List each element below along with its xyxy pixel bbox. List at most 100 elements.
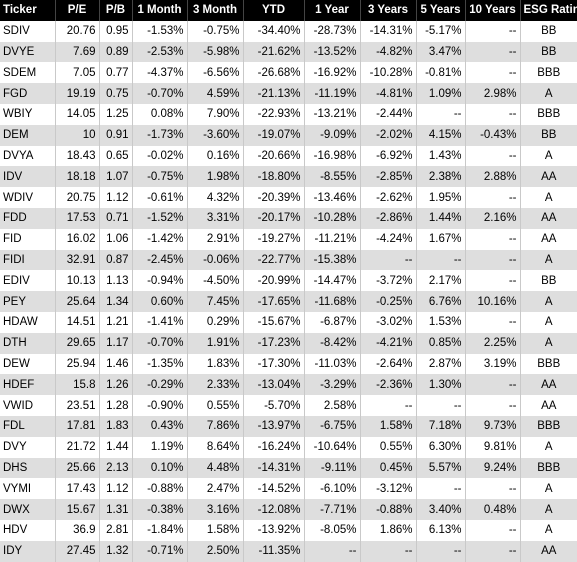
col-pe-cell: 17.81: [55, 415, 100, 437]
col-esg-rating-cell: AA: [520, 166, 577, 188]
col-ticker-header: Ticker: [0, 0, 56, 21]
col-pb-cell: 1.31: [99, 499, 133, 520]
col-5-years-cell: 1.43%: [416, 145, 466, 167]
table-row: DVYE 7.69 0.89 -2.53% -5.98% -21.62% -13.52% -4…: [0, 41, 577, 63]
table-row: DHS 25.66 2.13 0.10% 4.48% -14.31% -9.11% 0.45%…: [0, 457, 577, 479]
col-3-years-cell: -2.36%: [360, 374, 417, 396]
col-10-years-cell: 2.88%: [465, 166, 521, 188]
col-pe-cell: 7.69: [55, 41, 100, 63]
table-row: DEM 10 0.91 -1.73% -3.60% -19.07% -9.09% -2.02%…: [0, 124, 577, 146]
col-5-years-cell: 4.15%: [416, 124, 466, 146]
col-pb-cell: 0.71: [99, 207, 133, 229]
col-3-month-cell: 0.16%: [187, 145, 244, 167]
col-3-month-cell: 7.45%: [187, 291, 244, 312]
col-5-years-cell: -5.17%: [416, 20, 466, 42]
table-row: IDV 18.18 1.07 -0.75% 1.98% -18.80% -8.55% -2.8…: [0, 166, 577, 188]
col-3-years-cell: -2.62%: [360, 187, 417, 208]
col-1-year-cell: -13.46%: [304, 187, 361, 208]
col-pb-cell: 0.77: [99, 62, 133, 84]
col-pb-cell: 1.44: [99, 436, 133, 458]
col-esg-rating-cell: A: [520, 249, 577, 271]
col-pe-cell: 7.05: [55, 62, 100, 84]
col-ytd-cell: -5.70%: [243, 395, 305, 416]
col-ytd-cell: -20.17%: [243, 207, 305, 229]
col-pb-cell: 1.25: [99, 103, 133, 125]
col-ytd-cell: -20.39%: [243, 187, 305, 208]
col-5-years-cell: --: [416, 249, 466, 271]
col-pe-cell: 17.53: [55, 207, 100, 229]
col-5-years-cell: 1.67%: [416, 228, 466, 250]
col-1-month-cell: 1.19%: [132, 436, 188, 458]
col-3-month-cell: 3.16%: [187, 499, 244, 520]
col-10-years-cell: -0.43%: [465, 124, 521, 146]
col-pe-cell: 20.75: [55, 187, 100, 208]
col-1-month-cell: -0.70%: [132, 332, 188, 354]
col-ticker-cell: SDEM: [0, 62, 56, 84]
col-pe-cell: 20.76: [55, 20, 100, 42]
col-1-month-cell: -0.75%: [132, 166, 188, 188]
col-pe-cell: 23.51: [55, 395, 100, 416]
col-5-years-cell: --: [416, 478, 466, 500]
col-pe-cell: 17.43: [55, 478, 100, 500]
table-row: DWX 15.67 1.31 -0.38% 3.16% -12.08% -7.71% -0.8…: [0, 499, 577, 520]
table-row: FID 16.02 1.06 -1.42% 2.91% -19.27% -11.21% -4.…: [0, 228, 577, 250]
col-pb-cell: 1.26: [99, 374, 133, 396]
col-ticker-cell: VYMI: [0, 478, 56, 500]
col-1-year-cell: -8.55%: [304, 166, 361, 188]
col-3-years-header: 3 Years: [360, 0, 417, 21]
col-ticker-cell: WDIV: [0, 187, 56, 208]
table-row: FGD 19.19 0.75 -0.70% 4.59% -21.13% -11.19% -4.…: [0, 83, 577, 104]
col-ticker-cell: FDL: [0, 415, 56, 437]
col-pb-cell: 0.91: [99, 124, 133, 146]
col-ticker-cell: DEM: [0, 124, 56, 146]
col-ytd-cell: -21.62%: [243, 41, 305, 63]
col-esg-rating-cell: BBB: [520, 457, 577, 479]
col-pe-cell: 18.43: [55, 145, 100, 167]
col-5-years-cell: 3.40%: [416, 499, 466, 520]
col-1-month-cell: -0.38%: [132, 499, 188, 520]
col-pe-cell: 10: [55, 124, 100, 146]
col-3-years-cell: -0.25%: [360, 291, 417, 312]
col-10-years-cell: --: [465, 187, 521, 208]
col-ticker-cell: HDEF: [0, 374, 56, 396]
col-esg-rating-cell: A: [520, 436, 577, 458]
col-pe-cell: 10.13: [55, 270, 100, 292]
col-3-years-cell: -2.86%: [360, 207, 417, 229]
col-10-years-cell: --: [465, 478, 521, 500]
col-1-month-cell: -1.73%: [132, 124, 188, 146]
col-1-month-cell: 0.10%: [132, 457, 188, 479]
col-1-year-cell: -13.21%: [304, 103, 361, 125]
col-3-years-cell: -4.81%: [360, 83, 417, 104]
col-10-years-cell: --: [465, 395, 521, 416]
col-ticker-cell: DVYA: [0, 145, 56, 167]
col-3-years-cell: 1.58%: [360, 415, 417, 437]
col-pb-cell: 0.87: [99, 249, 133, 271]
table-row: FDD 17.53 0.71 -1.52% 3.31% -20.17% -10.28% -2.…: [0, 207, 577, 229]
col-ytd-cell: -17.23%: [243, 332, 305, 354]
col-ytd-cell: -14.31%: [243, 457, 305, 479]
col-ytd-cell: -13.92%: [243, 519, 305, 541]
col-10-years-cell: 9.73%: [465, 415, 521, 437]
col-1-month-cell: 0.43%: [132, 415, 188, 437]
col-10-years-cell: --: [465, 374, 521, 396]
col-ticker-cell: DHS: [0, 457, 56, 479]
col-pb-cell: 1.12: [99, 187, 133, 208]
col-3-month-cell: 2.33%: [187, 374, 244, 396]
col-10-years-cell: --: [465, 519, 521, 541]
col-1-year-header: 1 Year: [304, 0, 361, 21]
col-10-years-cell: 3.19%: [465, 353, 521, 375]
header-row: Ticker P/E P/B 1 Month 3 Month YTD 1 Year 3 Yea…: [0, 0, 577, 21]
col-ytd-cell: -20.99%: [243, 270, 305, 292]
col-5-years-cell: 2.38%: [416, 166, 466, 188]
col-3-month-cell: -0.06%: [187, 249, 244, 271]
table-row: DVYA 18.43 0.65 -0.02% 0.16% -20.66% -16.98% -6…: [0, 145, 577, 167]
col-1-year-cell: -14.47%: [304, 270, 361, 292]
col-pe-cell: 14.51: [55, 311, 100, 333]
col-3-month-cell: 1.91%: [187, 332, 244, 354]
col-1-year-cell: -8.05%: [304, 519, 361, 541]
col-1-year-cell: -16.92%: [304, 62, 361, 84]
col-pe-cell: 36.9: [55, 519, 100, 541]
col-3-month-cell: 2.47%: [187, 478, 244, 500]
col-10-years-header: 10 Years: [465, 0, 521, 21]
col-esg-rating-cell: AA: [520, 207, 577, 229]
